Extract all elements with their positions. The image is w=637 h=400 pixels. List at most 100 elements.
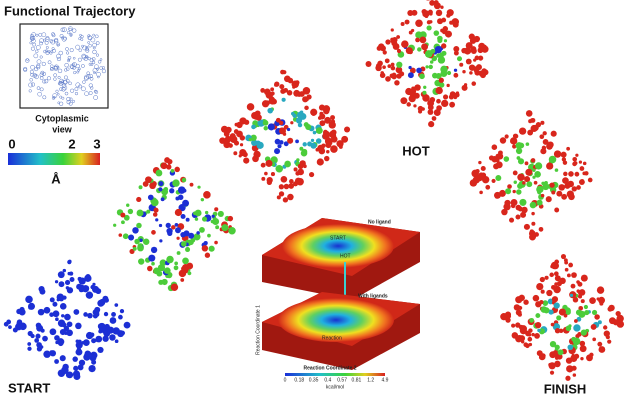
residue xyxy=(463,83,468,87)
residue xyxy=(558,308,566,316)
residue xyxy=(536,283,544,291)
residue xyxy=(426,25,432,31)
residue xyxy=(491,178,496,183)
lattice-dot xyxy=(47,50,51,53)
residue xyxy=(152,212,158,217)
residue xyxy=(577,332,582,337)
residue xyxy=(411,86,416,91)
energy-tick: 0.81 xyxy=(352,377,362,383)
residue xyxy=(382,65,386,69)
residue xyxy=(512,133,518,139)
residue xyxy=(578,305,584,311)
lattice-dot xyxy=(59,101,64,106)
residue xyxy=(478,172,484,178)
title: Functional Trajectory xyxy=(4,3,136,18)
residue xyxy=(290,121,294,125)
residue xyxy=(535,313,541,318)
residue xyxy=(520,340,525,344)
residue xyxy=(73,365,79,371)
residue xyxy=(35,333,41,339)
lattice-dot xyxy=(49,39,54,43)
residue xyxy=(220,125,228,133)
residue xyxy=(407,72,414,79)
residue xyxy=(175,227,181,234)
lattice-dot xyxy=(28,82,34,88)
residue xyxy=(292,85,296,89)
residue xyxy=(57,271,65,279)
inset-caption: view xyxy=(52,124,73,134)
residue xyxy=(574,171,580,177)
residue xyxy=(422,94,430,102)
residue xyxy=(607,339,612,344)
residue xyxy=(193,233,201,241)
residue xyxy=(159,239,163,243)
residue xyxy=(551,190,556,195)
residue xyxy=(554,168,559,172)
residue xyxy=(603,325,608,330)
residue xyxy=(91,365,95,369)
residue xyxy=(509,217,515,223)
lattice-dot xyxy=(88,83,93,88)
residue xyxy=(109,334,116,341)
residue xyxy=(65,371,73,379)
residue xyxy=(616,320,625,328)
residue xyxy=(616,314,624,323)
lattice-dot xyxy=(29,69,34,74)
state-label: FINISH xyxy=(544,381,587,396)
residue xyxy=(203,241,208,246)
lattice-dot xyxy=(58,50,63,56)
residue xyxy=(558,184,566,191)
residue xyxy=(242,151,248,158)
residue xyxy=(251,124,256,130)
residue xyxy=(607,306,613,312)
residue xyxy=(236,121,243,129)
residue xyxy=(84,350,91,357)
residue xyxy=(513,304,521,311)
residue xyxy=(404,19,410,25)
residue xyxy=(532,175,536,179)
residue xyxy=(535,301,542,308)
residue xyxy=(126,203,130,207)
lattice-dot xyxy=(51,96,56,100)
residue xyxy=(185,247,191,253)
lattice-dot xyxy=(77,57,82,62)
lattice-dot xyxy=(42,95,47,100)
residue xyxy=(542,183,550,191)
residue xyxy=(170,169,175,173)
residue xyxy=(515,204,522,211)
residue xyxy=(189,182,194,187)
lattice-dot xyxy=(95,53,100,57)
residue xyxy=(408,65,412,70)
energy-tick: 0.18 xyxy=(294,377,304,383)
residue xyxy=(275,164,284,173)
residue xyxy=(169,188,175,194)
residue xyxy=(597,320,602,325)
residue xyxy=(433,30,440,36)
residue xyxy=(264,171,268,176)
energy-tick: 0 xyxy=(284,377,287,383)
residue xyxy=(312,130,317,135)
residue xyxy=(319,120,326,127)
residue xyxy=(54,335,60,341)
residue xyxy=(427,104,434,111)
residue xyxy=(429,11,433,16)
lattice-dot xyxy=(71,99,75,103)
residue xyxy=(430,48,436,54)
residue xyxy=(43,306,51,314)
residue xyxy=(3,321,9,327)
residue xyxy=(77,341,82,346)
residue xyxy=(54,359,59,364)
residue xyxy=(182,199,190,207)
residue xyxy=(233,151,238,156)
lattice-dot xyxy=(30,35,36,41)
residue xyxy=(425,0,430,1)
residue xyxy=(378,43,385,50)
residue xyxy=(515,335,523,343)
residue xyxy=(188,232,195,239)
residue xyxy=(66,321,73,328)
lattice-dot xyxy=(89,86,94,90)
residue xyxy=(267,123,275,131)
residue xyxy=(92,282,96,286)
residue xyxy=(309,172,315,178)
residue xyxy=(573,324,581,332)
